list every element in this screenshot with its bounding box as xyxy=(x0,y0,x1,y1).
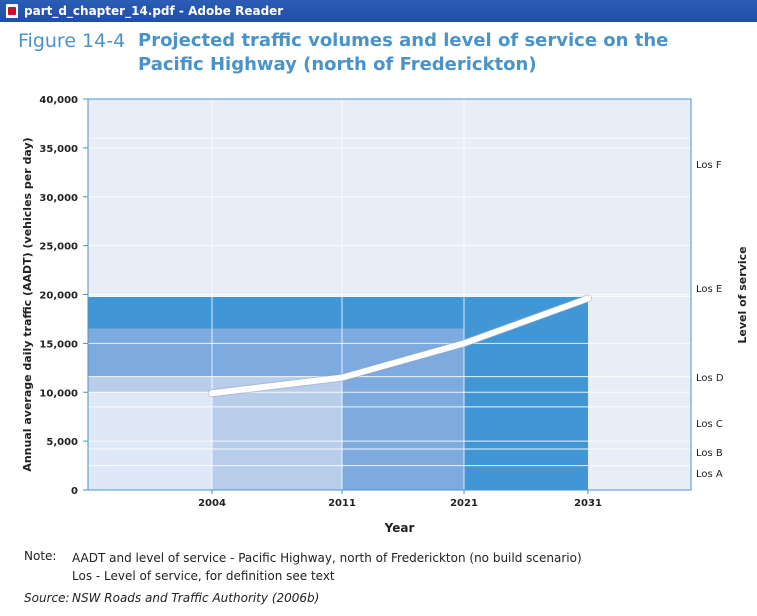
window-titlebar: part_d_chapter_14.pdf - Adobe Reader xyxy=(0,0,757,22)
region-col1-mid xyxy=(88,376,212,393)
los-label-los-c: Los C xyxy=(696,419,723,430)
region-col3-low xyxy=(342,328,464,490)
note-label: Note: xyxy=(24,549,57,563)
series-point-2004 xyxy=(209,390,215,397)
y-tick-label-4: 20,000 xyxy=(39,291,78,302)
note-line-2: Los - Level of service, for definition s… xyxy=(72,569,335,583)
region-col2-low xyxy=(212,376,342,490)
source-text: NSW Roads and Traffic Authority (2006b) xyxy=(72,591,320,605)
region-col1-top xyxy=(88,296,212,329)
los-label-los-e: Los E xyxy=(696,284,722,295)
region-col3-top xyxy=(342,296,464,329)
los-label-los-a: Los A xyxy=(696,469,723,480)
source-label: Source: xyxy=(24,591,70,605)
y-tick-label-8: 40,000 xyxy=(39,95,78,106)
series-point-2021 xyxy=(461,340,467,347)
los-label-los-b: Los B xyxy=(696,448,723,459)
figure-title: Projected traffic volumes and level of s… xyxy=(138,30,669,75)
x-tick-label-2: 2021 xyxy=(450,498,478,509)
note-text: AADT and level of service - Pacific High… xyxy=(72,549,732,585)
region-col4 xyxy=(464,296,588,490)
y-tick-label-0: 0 xyxy=(71,486,78,497)
y-tick-label-7: 35,000 xyxy=(39,144,78,155)
note-line-1: AADT and level of service - Pacific High… xyxy=(72,551,582,565)
y-tick-label-3: 15,000 xyxy=(39,339,78,350)
los-label-los-d: Los D xyxy=(696,373,724,384)
los-label-los-f: Los F xyxy=(696,160,722,171)
series-line xyxy=(209,295,591,397)
y2-axis-title: Level of service xyxy=(736,246,749,343)
x-tick-label-0: 2004 xyxy=(198,498,226,509)
window-title: part_d_chapter_14.pdf - Adobe Reader xyxy=(24,4,284,18)
pdf-document-icon xyxy=(6,4,18,18)
y-tick-label-6: 30,000 xyxy=(39,193,78,204)
series-point-2031 xyxy=(585,295,591,302)
x-axis-title: Year xyxy=(384,521,415,535)
region-col2-top xyxy=(212,296,342,329)
region-col1-high xyxy=(88,328,212,377)
x-tick-label-1: 2011 xyxy=(328,498,356,509)
y-axis-title: Annual average daily traffic (AADT) (veh… xyxy=(21,137,34,471)
series-point-2011 xyxy=(339,374,345,381)
y-tick-label-5: 25,000 xyxy=(39,242,78,253)
region-col2-mid xyxy=(212,328,342,377)
y-tick-label-1: 5,000 xyxy=(46,437,78,448)
y-tick-label-2: 10,000 xyxy=(39,388,78,399)
x-tick-label-3: 2031 xyxy=(574,498,602,509)
figure-label: Figure 14-4 xyxy=(18,30,126,52)
